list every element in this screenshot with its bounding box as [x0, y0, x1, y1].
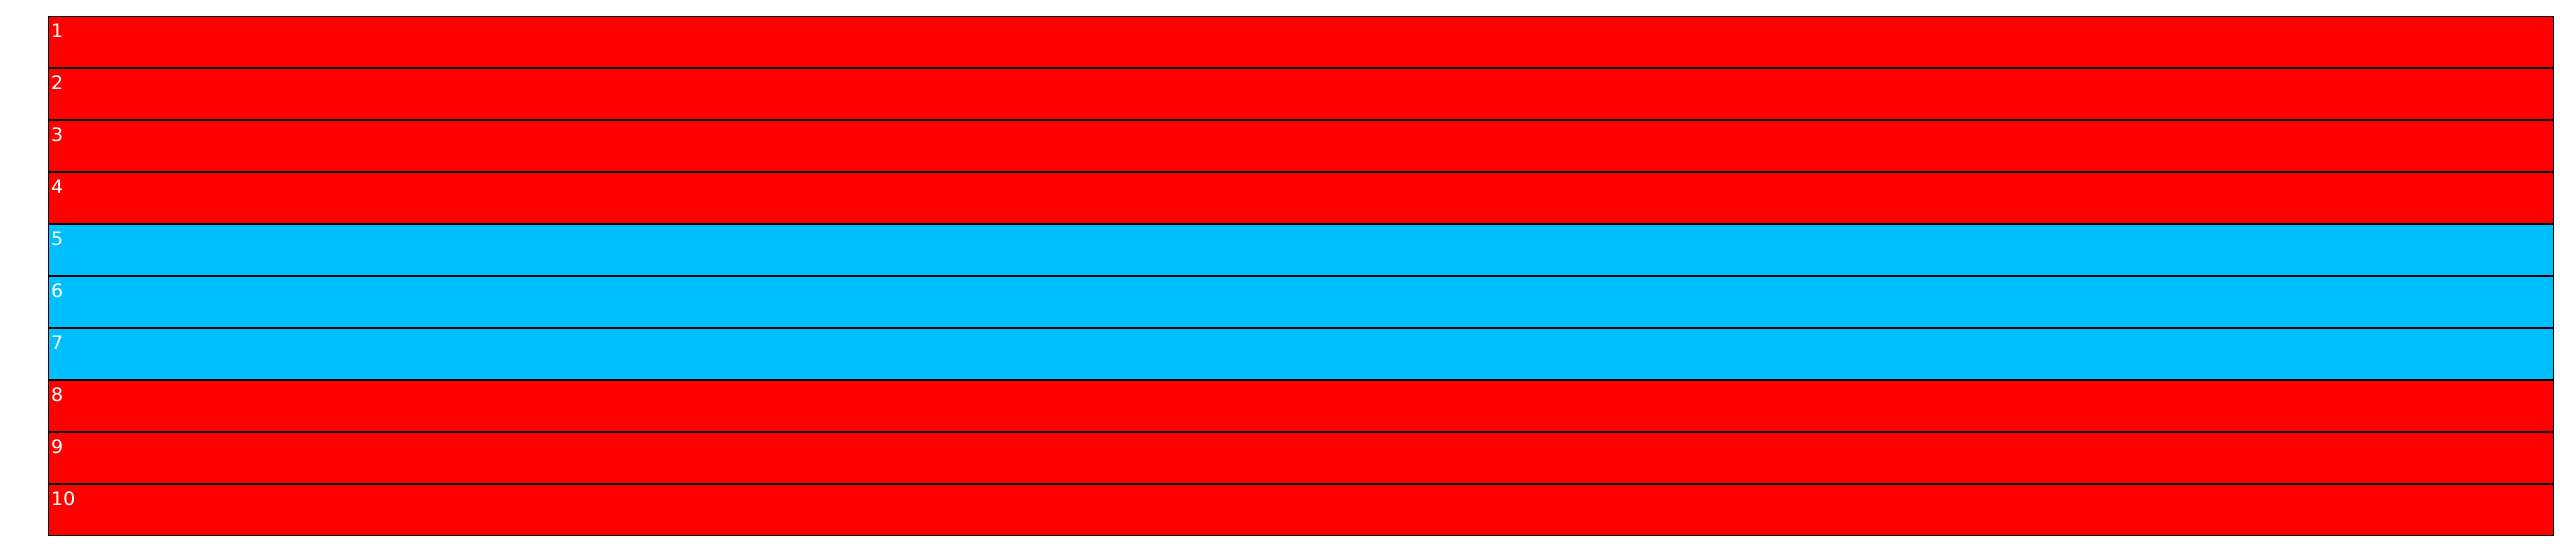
list-item[interactable]: 6 — [48, 276, 2554, 328]
list-item[interactable]: 5 — [48, 224, 2554, 276]
list-item[interactable]: 1 — [48, 16, 2554, 68]
list-item[interactable]: 8 — [48, 380, 2554, 432]
list-item[interactable]: 4 — [48, 172, 2554, 224]
list-item[interactable]: 3 — [48, 120, 2554, 172]
list-item[interactable]: 10 — [48, 484, 2554, 536]
row-list: 1 2 3 4 5 6 7 8 9 10 — [48, 16, 2554, 536]
list-item[interactable]: 7 — [48, 328, 2554, 380]
list-item[interactable]: 9 — [48, 432, 2554, 484]
list-item[interactable]: 2 — [48, 68, 2554, 120]
